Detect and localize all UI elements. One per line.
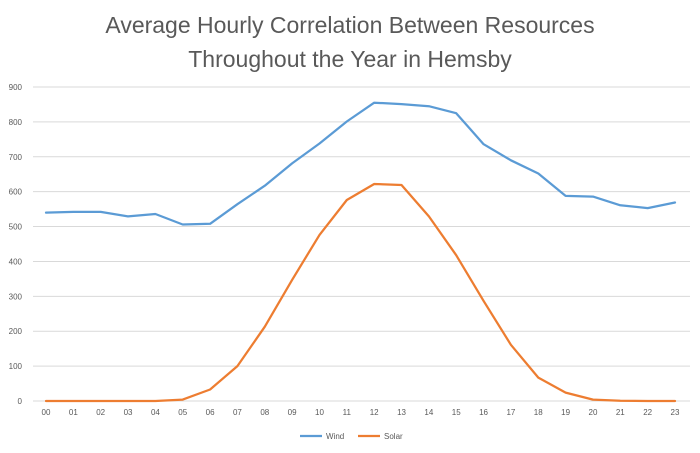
y-tick-label: 800 <box>9 118 23 127</box>
y-tick-label: 0 <box>18 397 23 406</box>
x-tick-label: 20 <box>589 408 598 417</box>
series-lines <box>44 101 677 403</box>
x-tick-label: 12 <box>370 408 379 417</box>
y-axis-ticks: 0 100 200 300 400 500 600 700 800 900 <box>9 83 23 406</box>
x-tick-label: 07 <box>233 408 242 417</box>
legend-label-solar: Solar <box>384 432 403 441</box>
x-tick-label: 13 <box>397 408 406 417</box>
y-tick-label: 200 <box>9 327 23 336</box>
x-tick-label: 16 <box>479 408 488 417</box>
x-tick-label: 17 <box>506 408 515 417</box>
legend-label-wind: Wind <box>326 432 344 441</box>
x-tick-label: 15 <box>452 408 461 417</box>
chart-title-line-2: Throughout the Year in Hemsby <box>188 46 512 72</box>
x-tick-label: 22 <box>643 408 652 417</box>
series-line-wind <box>44 101 677 226</box>
y-tick-label: 700 <box>9 153 23 162</box>
x-tick-label: 02 <box>96 408 105 417</box>
y-tick-label: 900 <box>9 83 23 92</box>
x-tick-label: 06 <box>206 408 215 417</box>
x-tick-label: 09 <box>288 408 297 417</box>
x-tick-label: 00 <box>42 408 51 417</box>
x-tick-label: 01 <box>69 408 78 417</box>
x-tick-label: 23 <box>671 408 680 417</box>
x-tick-label: 03 <box>124 408 133 417</box>
x-tick-label: 18 <box>534 408 543 417</box>
x-tick-label: 21 <box>616 408 625 417</box>
chart-title-line-1: Average Hourly Correlation Between Resou… <box>105 12 595 38</box>
y-tick-label: 300 <box>9 292 23 301</box>
y-tick-label: 400 <box>9 257 23 266</box>
legend: Wind Solar <box>300 432 403 441</box>
y-tick-label: 100 <box>9 362 23 371</box>
x-tick-label: 04 <box>151 408 160 417</box>
x-axis-ticks: 00 01 02 03 04 05 06 07 08 09 10 11 12 13 14 15 16 17 18 19… <box>42 408 680 417</box>
y-tick-label: 500 <box>9 223 23 232</box>
series-line-solar <box>44 182 677 403</box>
gridlines <box>33 86 690 402</box>
x-tick-label: 19 <box>561 408 570 417</box>
x-tick-label: 08 <box>260 408 269 417</box>
x-tick-label: 10 <box>315 408 324 417</box>
y-tick-label: 600 <box>9 188 23 197</box>
x-tick-label: 14 <box>424 408 433 417</box>
x-tick-label: 05 <box>178 408 187 417</box>
x-tick-label: 11 <box>343 408 352 417</box>
